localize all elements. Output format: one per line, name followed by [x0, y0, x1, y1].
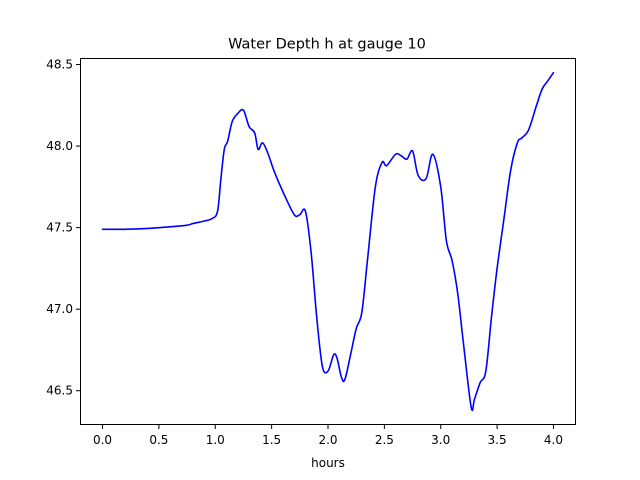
- plot-area: [80, 58, 576, 425]
- x-tick-label: 2.0: [318, 433, 337, 447]
- x-axis: 0.0 0.5 1.0 1.5 2.0 2.5 3.0 3.5 4.0: [93, 425, 563, 447]
- y-tick-label: 47.0: [46, 302, 73, 316]
- y-axis: 46.5 47.0 47.5 48.0 48.5: [46, 58, 80, 398]
- x-tick-label: 0.5: [149, 433, 168, 447]
- x-tick-label: 3.5: [488, 433, 507, 447]
- x-tick-label: 4.0: [544, 433, 563, 447]
- y-tick-label: 48.5: [46, 58, 73, 72]
- y-tick-label: 47.5: [46, 221, 73, 235]
- x-tick-label: 1.5: [262, 433, 281, 447]
- x-axis-label: hours: [311, 456, 345, 470]
- plot-frame: [80, 58, 576, 425]
- series-line: [101, 71, 555, 412]
- x-tick-label: 2.5: [375, 433, 394, 447]
- x-tick-label: 1.0: [206, 433, 225, 447]
- x-tick-label: 3.0: [431, 433, 450, 447]
- x-tick-label: 0.0: [93, 433, 112, 447]
- y-tick-label: 48.0: [46, 139, 73, 153]
- y-tick-label: 46.5: [46, 384, 73, 398]
- chart-title: Water Depth h at gauge 10: [228, 37, 426, 53]
